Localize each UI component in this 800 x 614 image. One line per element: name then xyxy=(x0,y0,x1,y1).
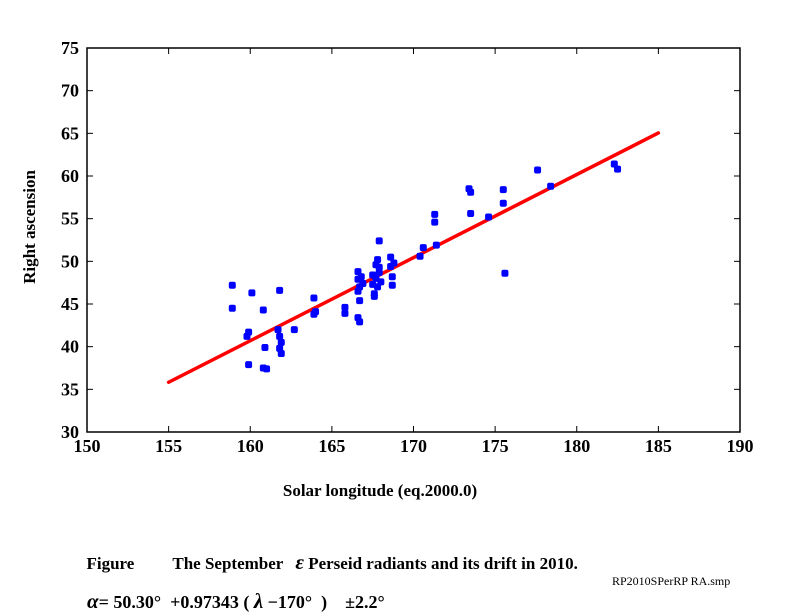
x-tick-label: 175 xyxy=(482,436,509,456)
data-point xyxy=(534,166,542,174)
source-file-label: RP2010SPerRP RA.smp xyxy=(612,574,731,588)
y-tick-label: 60 xyxy=(61,166,79,186)
data-point xyxy=(290,326,298,334)
data-point xyxy=(261,344,269,352)
data-point xyxy=(614,165,622,173)
data-point xyxy=(356,318,364,326)
x-tick-label: 180 xyxy=(563,436,590,456)
data-point xyxy=(277,349,285,357)
y-tick-label: 30 xyxy=(61,422,79,442)
caption-text-2: Perseid radiants and its drift in 2010. xyxy=(308,554,578,573)
data-point xyxy=(276,286,284,294)
data-point xyxy=(416,252,424,260)
data-point xyxy=(387,253,395,261)
lambda-symbol: λ xyxy=(253,589,264,613)
data-point xyxy=(276,332,284,340)
x-axis-title: Solar longitude (eq.2000.0) xyxy=(283,481,477,500)
y-tick-label: 55 xyxy=(61,209,79,229)
data-point xyxy=(467,210,475,218)
data-point xyxy=(259,306,267,314)
data-point xyxy=(263,365,271,373)
data-point xyxy=(248,289,256,297)
caption-text: The September xyxy=(172,554,284,573)
formula-rest: −170° ) ±2.2° xyxy=(267,592,385,612)
data-point xyxy=(432,241,440,249)
x-tick-label: 190 xyxy=(727,436,754,456)
data-point xyxy=(359,280,367,288)
y-tick-label: 45 xyxy=(61,294,79,314)
data-point xyxy=(341,303,349,311)
x-tick-label: 185 xyxy=(645,436,672,456)
y-tick-label: 40 xyxy=(61,337,79,357)
fit-line xyxy=(166,131,661,385)
y-tick-label: 70 xyxy=(61,81,79,101)
data-point xyxy=(485,213,493,221)
data-point xyxy=(467,188,475,196)
alpha-symbol: α xyxy=(87,589,99,613)
data-point xyxy=(547,182,555,190)
data-point xyxy=(274,326,282,334)
x-tick-label: 155 xyxy=(155,436,182,456)
y-tick-label: 50 xyxy=(61,251,79,271)
data-point xyxy=(388,273,396,281)
data-point xyxy=(388,281,396,289)
data-point xyxy=(501,269,509,277)
data-point xyxy=(370,292,378,300)
y-tick-label: 65 xyxy=(61,123,79,143)
data-point xyxy=(312,308,320,316)
data-point xyxy=(431,218,439,226)
data-point xyxy=(431,210,439,218)
data-point xyxy=(357,273,365,281)
data-point xyxy=(228,304,236,312)
data-point xyxy=(377,278,385,286)
x-tick-label: 160 xyxy=(237,436,264,456)
data-point xyxy=(375,268,383,276)
data-point xyxy=(277,338,285,346)
data-point xyxy=(245,361,253,369)
x-tick-label: 150 xyxy=(74,436,101,456)
data-point xyxy=(374,256,382,264)
caption-epsilon: ε xyxy=(295,550,304,574)
data-point xyxy=(390,259,398,267)
data-point xyxy=(341,309,349,317)
drift-formula: α= 50.30° +0.97343 ( λ −170° ) ±2.2° xyxy=(78,568,385,614)
y-tick-label: 75 xyxy=(61,38,79,58)
data-point xyxy=(499,199,507,207)
formula-equation: = 50.30° +0.97343 ( xyxy=(98,592,250,612)
y-axis-title: Right ascension xyxy=(20,170,39,284)
data-point xyxy=(310,294,318,302)
data-point xyxy=(356,297,364,305)
figure-caption: Figure The September ε Perseid radiants an… xyxy=(78,530,578,575)
x-tick-label: 170 xyxy=(400,436,427,456)
data-point xyxy=(499,186,507,194)
x-tick-label: 165 xyxy=(318,436,345,456)
data-point xyxy=(228,281,236,289)
caption-label: Figure xyxy=(86,554,135,573)
y-tick-label: 35 xyxy=(61,379,79,399)
data-point xyxy=(375,237,383,245)
data-point xyxy=(419,244,427,252)
data-point xyxy=(245,328,253,336)
data-point xyxy=(354,287,362,295)
